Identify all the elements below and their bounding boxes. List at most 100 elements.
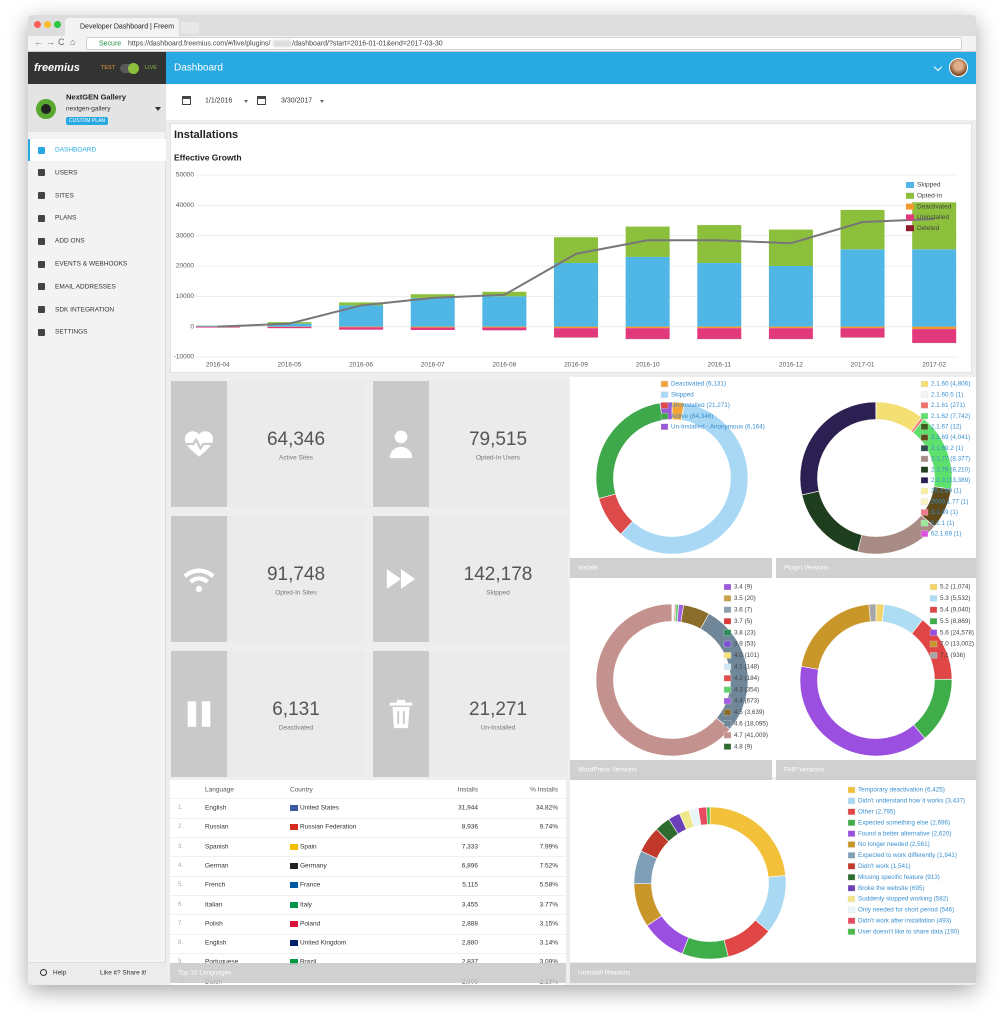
maximize-button[interactable] xyxy=(54,21,61,28)
menu-icon xyxy=(38,306,45,314)
menu-item[interactable] xyxy=(28,321,166,343)
table-row xyxy=(170,817,566,837)
url: /dashboard/?start=2016-01-01&end=2017-03… xyxy=(292,40,443,47)
tab-bar xyxy=(28,15,976,36)
new-tab[interactable] xyxy=(181,22,199,34)
mode-live: LIVE xyxy=(145,65,157,71)
menu-item[interactable] xyxy=(28,185,166,207)
flag xyxy=(290,843,298,850)
table-row xyxy=(170,798,566,817)
row-rank: 5. xyxy=(178,882,184,889)
table-row xyxy=(170,856,566,875)
table-row xyxy=(170,933,566,953)
plugin-logo xyxy=(36,99,56,119)
stat-icon-box xyxy=(171,516,227,642)
menu-label[interactable]: SDK INTEGRATION xyxy=(55,306,115,314)
menu-label[interactable]: USERS xyxy=(55,169,78,177)
menu-label[interactable]: SETTINGS xyxy=(55,328,88,336)
row-country: Poland xyxy=(300,920,321,928)
row-rank: 2. xyxy=(178,824,184,831)
menu-label[interactable]: ADD ONS xyxy=(55,237,85,245)
stat-icon-box xyxy=(373,381,429,507)
table-header: Language xyxy=(205,786,234,794)
share-link[interactable]: Like it? Share it! xyxy=(100,969,147,977)
chart-caption: Uninstall Reasons xyxy=(578,969,631,977)
row-installs: 5,115 xyxy=(462,881,478,889)
date-dropdown[interactable] xyxy=(320,100,324,103)
row-language: Polish xyxy=(205,920,223,928)
date-end[interactable]: 3/30/2017 xyxy=(281,97,313,105)
row-country: Spain xyxy=(300,843,317,851)
menu-icon xyxy=(38,192,45,200)
row-language: Russian xyxy=(205,823,229,831)
nav-button[interactable]: ⌂ xyxy=(70,37,76,47)
secure-label: Secure xyxy=(99,40,122,47)
stat-value: 142,178 xyxy=(463,564,533,585)
menu-item[interactable] xyxy=(28,230,166,252)
row-share: 9.74% xyxy=(539,823,558,831)
plugin-dropdown[interactable] xyxy=(155,107,161,111)
nav-button[interactable]: ← xyxy=(34,37,43,47)
row-country: Germany xyxy=(300,862,327,870)
chart-caption: PHP Versions xyxy=(784,766,824,774)
row-rank: 4. xyxy=(178,862,184,869)
row-installs: 31,944 xyxy=(458,804,478,812)
menu-label[interactable]: DASHBOARD xyxy=(55,146,97,154)
row-share: 3.14% xyxy=(539,939,558,947)
mode-toggle-knob xyxy=(128,63,139,74)
row-rank: 9. xyxy=(178,959,183,965)
stat-label: Deactivated xyxy=(278,724,314,732)
date-start[interactable]: 1/1/2016 xyxy=(205,97,233,105)
url-blur xyxy=(273,40,291,47)
menu-icon xyxy=(38,146,45,154)
stat-icon xyxy=(184,431,214,457)
stat-icon xyxy=(386,569,416,589)
minimize-button[interactable] xyxy=(44,21,51,28)
menu-icon xyxy=(38,214,45,222)
stat-value: 64,346 xyxy=(266,429,326,450)
row-installs: 8,936 xyxy=(461,823,478,831)
caption-bar xyxy=(570,558,772,578)
avatar[interactable] xyxy=(949,58,968,77)
close-button[interactable] xyxy=(34,21,41,28)
page-title: Dashboard xyxy=(174,62,223,74)
address-bar[interactable] xyxy=(86,37,962,50)
row-installs: 6,896 xyxy=(461,862,478,870)
row-country: United Kingdom xyxy=(300,939,347,947)
caption-bar xyxy=(776,558,976,578)
panel-title: Installations xyxy=(174,129,239,141)
menu-item[interactable] xyxy=(28,207,166,229)
chart-caption: Top 10 Languages xyxy=(178,969,232,977)
row-share: 5.58% xyxy=(539,881,558,889)
stat-icon-box xyxy=(171,651,227,777)
tab[interactable] xyxy=(65,18,179,36)
caption-bar xyxy=(570,963,976,983)
row-language: Spanish xyxy=(205,843,229,851)
flag xyxy=(290,940,298,947)
date-dropdown[interactable] xyxy=(244,100,248,103)
stat-icon xyxy=(183,568,215,593)
calendar-icon[interactable] xyxy=(182,96,191,105)
help-link[interactable]: Help xyxy=(53,969,67,977)
calendar-icon[interactable] xyxy=(257,96,266,105)
menu-label[interactable]: EMAIL ADDRESSES xyxy=(55,283,116,291)
menu-label[interactable]: EVENTS & WEBHOOKS xyxy=(55,260,128,268)
menu-label[interactable]: PLANS xyxy=(55,214,77,222)
nav-button[interactable]: → xyxy=(46,37,55,47)
nav-button[interactable]: C xyxy=(58,37,65,47)
table-row xyxy=(170,894,566,914)
menu-item[interactable] xyxy=(28,139,166,161)
table-row xyxy=(170,952,566,972)
row-installs: 2,880 xyxy=(461,939,478,947)
flag xyxy=(290,862,298,869)
stat-label: Skipped xyxy=(486,589,510,597)
row-rank: 8. xyxy=(178,940,184,947)
stat-icon-box xyxy=(373,651,429,777)
menu-item[interactable] xyxy=(28,162,166,184)
logo: freemius xyxy=(34,62,80,74)
row-installs: 2,888 xyxy=(461,920,478,928)
stat-value: 91,748 xyxy=(266,564,326,585)
flag xyxy=(290,959,298,966)
stat-icon xyxy=(389,699,413,729)
menu-label[interactable]: SITES xyxy=(55,192,74,200)
